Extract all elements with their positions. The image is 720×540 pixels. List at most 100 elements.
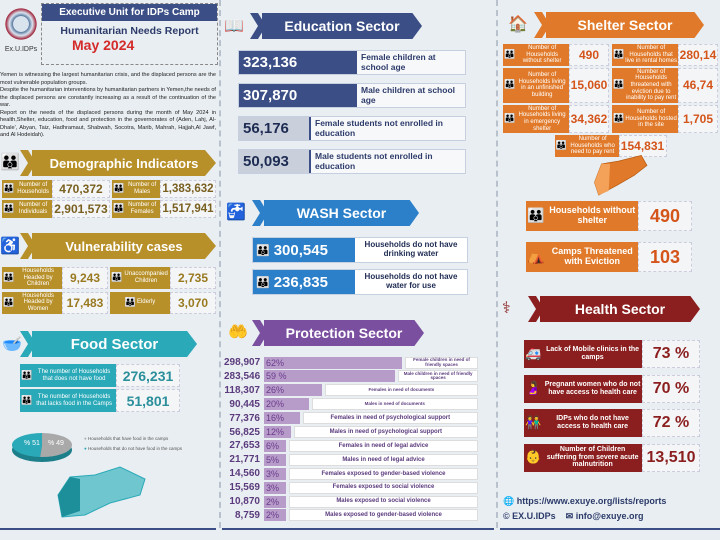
stat-card: 👪 Number of Households hosted in the site… xyxy=(612,104,718,134)
highlight-value: 103 xyxy=(638,242,692,272)
highlight-label-text: Households without shelter xyxy=(549,205,636,225)
stat-value: 17,483 xyxy=(62,291,108,314)
email-link[interactable]: info@exuye.org xyxy=(575,511,644,521)
protection-bar: 62% xyxy=(264,356,402,369)
stat-label-text: Number of Households xyxy=(17,182,49,195)
stat-value: 9,243 xyxy=(62,267,108,289)
protection-hands-icon: 🤲 xyxy=(228,324,248,341)
stat-label: 👪 Number of Households living in an unfin… xyxy=(503,67,569,103)
tent-icon: ⛺ xyxy=(527,248,545,265)
protection-label: Male children in need of friendly spaces xyxy=(398,370,478,383)
footer-website-link[interactable]: 🌐 https://www.exuye.org/lists/reports xyxy=(503,496,667,506)
protection-label: Females exposed to gender-based violence xyxy=(289,467,478,480)
protection-label: Females in need of legal advice xyxy=(289,439,478,452)
footer-contact: © EX.U.IDPs ✉ info@exuye.org xyxy=(503,511,644,521)
education-label: Male students not enrolled in education xyxy=(309,150,465,173)
stat-label: 👪 Number of Households living in emergenc… xyxy=(503,104,569,134)
wash-value: 👪 300,545 xyxy=(253,238,355,262)
pie-slice-have-food xyxy=(40,433,73,457)
vulnerability-header: Vulnerability cases xyxy=(32,233,216,259)
people-icon: 👪 xyxy=(504,79,516,90)
demographic-header: Demographic Indicators xyxy=(32,150,216,176)
people-icon: 👪 xyxy=(113,203,125,214)
protection-label: Males exposed to gender-based violence xyxy=(289,509,478,522)
health-label: 👶 Number of Children suffering from sever… xyxy=(524,443,642,472)
people-icon: 👪 xyxy=(3,271,15,282)
stat-value: 280,14 xyxy=(678,44,718,66)
stat-label-text: Number of Households who need to pay ren… xyxy=(570,136,615,156)
education-row: 323,136 Female children at school age xyxy=(238,50,466,75)
highlight-value: 490 xyxy=(638,201,692,231)
stat-value: 15,060 xyxy=(569,67,609,103)
protection-row: 283,546 59 % Male children in need of frie… xyxy=(224,370,478,383)
health-card: 🚑 Lack of Mobile clinics in the camps 73 % xyxy=(524,340,700,368)
wash-row: 👪 300,545 Households do not have drinking … xyxy=(252,237,468,263)
legend-item: ● Households that do not have food in th… xyxy=(84,445,183,451)
protection-value: 15,569 xyxy=(229,482,260,494)
stat-label: 👪 Unaccompanied Children xyxy=(110,267,170,289)
legend-text: Households that have food in the camps xyxy=(87,436,169,441)
protection-value: 118,307 xyxy=(224,384,260,396)
pie-label-have: % 51 xyxy=(24,440,40,447)
stat-label-text: Households Headed by Women xyxy=(22,292,54,312)
health-label-text: IDPs who do not have access to health ca… xyxy=(556,415,629,430)
protection-value: 10,870 xyxy=(229,496,260,507)
health-card: 👶 Number of Children suffering from sever… xyxy=(524,443,700,472)
stat-value: 51,801 xyxy=(116,389,180,412)
stat-value: 276,231 xyxy=(116,364,180,387)
health-card: 👫 IDPs who do not have access to health c… xyxy=(524,409,700,437)
protection-bar: 12% xyxy=(264,426,291,438)
stat-label: 👪 The number of Households that lacks foo… xyxy=(20,389,116,412)
education-label: Female students not enrolled in educatio… xyxy=(309,117,465,140)
stat-label-text: Unaccompanied Children xyxy=(124,271,168,284)
education-value: 307,870 xyxy=(239,84,355,107)
protection-value: 27,653 xyxy=(229,440,260,452)
protection-label: Males exposed to social violence xyxy=(289,495,478,508)
stat-label: 👪 Number of Households xyxy=(2,180,52,198)
logo-text: Ex.U.IDPs xyxy=(4,46,38,53)
footer: 🌐 https://www.exuye.org/lists/reports © … xyxy=(503,494,718,524)
stat-label: 👪 Number of Females xyxy=(112,200,160,218)
stat-label-text: Number of Households threatened with evi… xyxy=(626,68,677,102)
stat-label: 👪 Number of Households who need to pay re… xyxy=(554,135,619,157)
stat-label: 👪 Number of Households that live in renta… xyxy=(612,44,678,66)
protection-label: Males in need of psychological support xyxy=(293,426,478,438)
intro-text: Yemen is witnessing the largest humanita… xyxy=(0,72,216,140)
protection-label: Males in need of documents xyxy=(311,398,478,411)
pie-legend: ● Households that have food in the camps… xyxy=(84,434,216,454)
protection-row: 90,445 20% Males in need of documents xyxy=(224,398,478,411)
legend-item: ● Households that have food in the camps xyxy=(84,436,169,441)
protection-value: 21,771 xyxy=(229,454,260,466)
logo-emblem-icon xyxy=(5,4,37,44)
health-value: 73 % xyxy=(642,340,700,368)
social-handle: EX.U.IDPs xyxy=(512,511,556,521)
protection-row: 10,870 2% Males exposed to social violence xyxy=(224,495,478,508)
protection-value: 8,759 xyxy=(234,509,260,521)
protection-header: Protection Sector xyxy=(264,320,424,346)
pie-slice-no-food xyxy=(12,433,42,457)
protection-value: 77,376 xyxy=(229,412,260,424)
health-header: Health Sector xyxy=(540,296,700,322)
stat-label-text: Number of Females xyxy=(128,202,157,215)
demographic-grid: 👪 Number of Households 470,372 👪 Number of M… xyxy=(2,180,216,218)
people-icon: 👪 xyxy=(504,48,516,59)
website-url[interactable]: https://www.exuye.org/lists/reports xyxy=(516,496,667,506)
shelter-highlight: ⛺ Camps Threatened with Eviction 103 xyxy=(526,242,692,272)
people-icon: 👪 xyxy=(21,369,33,380)
protection-row: 27,653 6% Females in need of legal advice xyxy=(224,439,478,452)
stat-label: 👪 Households Headed by Children xyxy=(2,267,62,289)
health-icon: 👫 xyxy=(525,414,542,430)
stat-value: 1,517,941 xyxy=(160,200,216,218)
stat-card: 👪 Number of Males 1,383,632 xyxy=(112,180,216,198)
protection-label: Females exposed to social violence xyxy=(289,481,478,494)
report-title: Humanitarian Needs Report xyxy=(60,25,199,37)
protection-row: 77,376 16% Females in need of psychologica… xyxy=(224,412,478,425)
protection-value: 14,560 xyxy=(229,468,260,480)
logo: Ex.U.IDPs xyxy=(2,4,40,66)
stat-value: 2,901,573 xyxy=(52,200,110,218)
legend-text: Households that do not have food in the … xyxy=(87,445,183,451)
family-icon: 👪 xyxy=(256,244,270,257)
pie-label-no: % 49 xyxy=(48,440,64,447)
stat-label-text: Number of Households that live in rental… xyxy=(625,45,677,65)
health-label-text: Number of Children suffering from severe… xyxy=(546,445,639,469)
